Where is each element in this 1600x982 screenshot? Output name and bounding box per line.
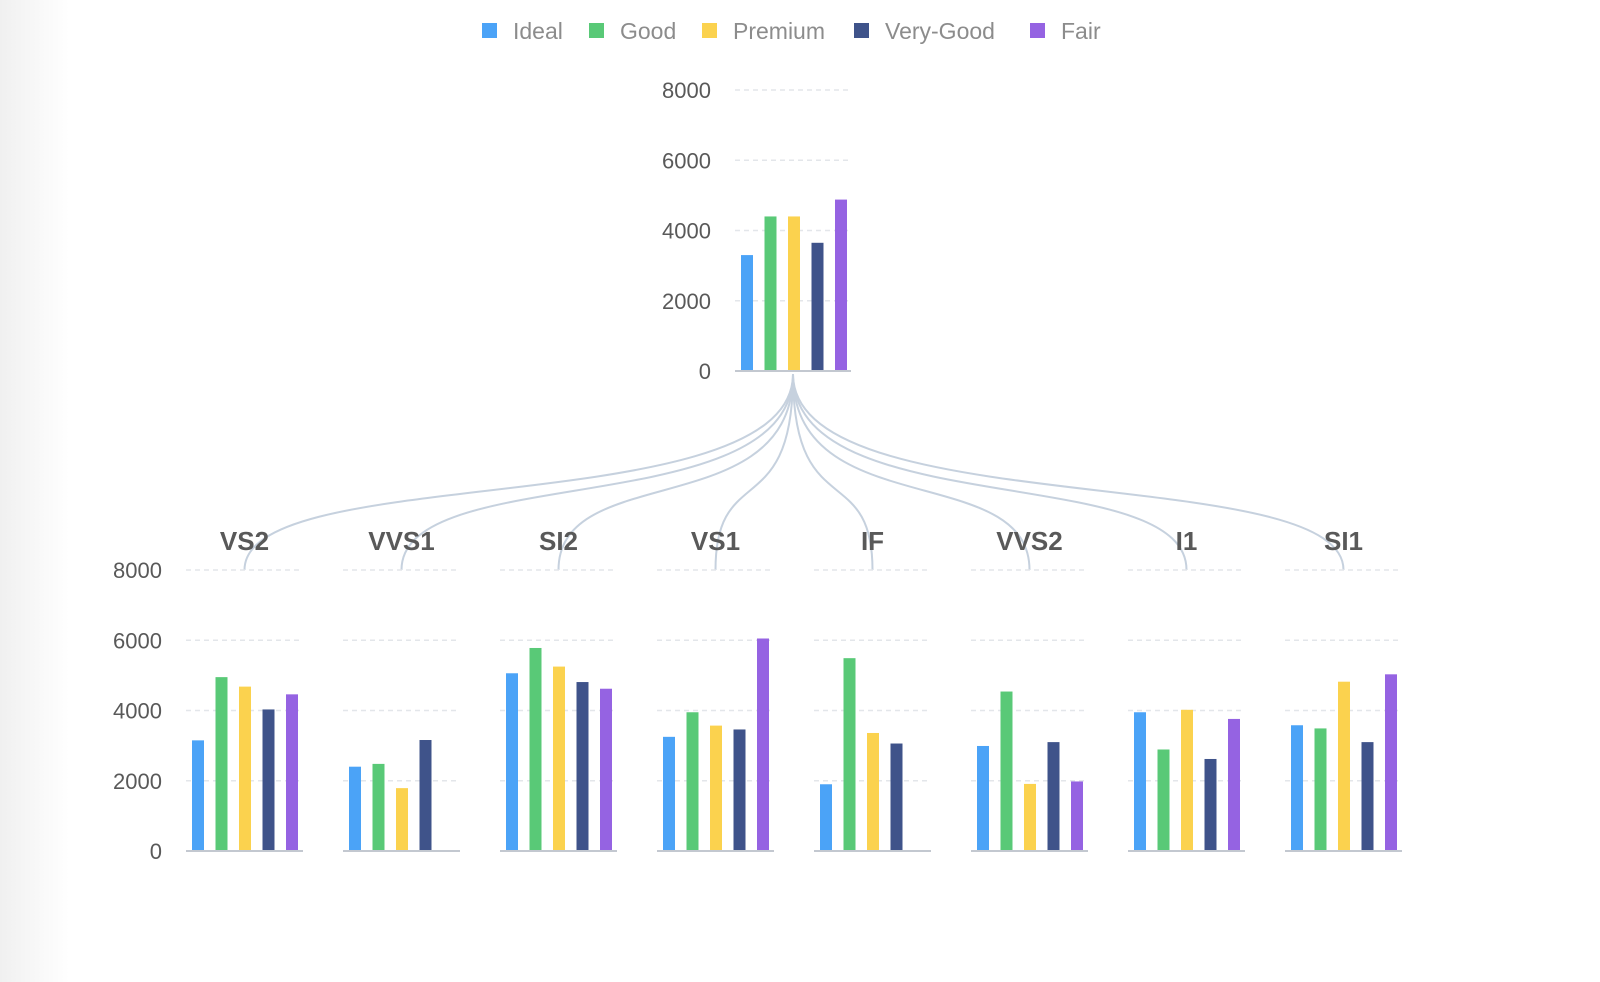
- y-tick-label: 2000: [662, 289, 711, 314]
- bar-ideal[interactable]: [977, 745, 989, 851]
- bar-ideal[interactable]: [741, 255, 753, 371]
- bar-fair[interactable]: [286, 694, 298, 851]
- legend-item-premium[interactable]: Premium: [702, 18, 825, 44]
- tree-connectors: [243, 373, 1345, 571]
- legend-label: Very-Good: [885, 18, 995, 44]
- bar-premium[interactable]: [553, 666, 565, 851]
- category-label: VS1: [691, 526, 740, 556]
- bar-premium[interactable]: [1338, 681, 1350, 851]
- bar-fair[interactable]: [835, 199, 847, 371]
- panel-si2: [500, 569, 617, 852]
- bar-ideal[interactable]: [663, 736, 675, 851]
- connector-i1: [792, 373, 1188, 571]
- bar-premium[interactable]: [1181, 709, 1193, 851]
- legend[interactable]: Ideal Good Premium Very-Good Fair: [482, 18, 1101, 44]
- legend-item-fair[interactable]: Fair: [1030, 18, 1101, 44]
- root-panel: 0 2000 4000 6000 8000: [662, 78, 851, 384]
- bar-good[interactable]: [764, 216, 777, 371]
- bar-very-good[interactable]: [262, 709, 275, 851]
- bar-very-good[interactable]: [1204, 758, 1217, 851]
- legend-item-good[interactable]: Good: [589, 18, 676, 44]
- root-bar-chart: 0 2000 4000 6000 8000: [662, 78, 851, 384]
- bar-good[interactable]: [843, 658, 856, 851]
- connector-si2: [557, 373, 794, 571]
- y-tick-label: 0: [699, 359, 711, 384]
- bar-ideal[interactable]: [506, 673, 518, 851]
- bar-very-good[interactable]: [811, 242, 824, 371]
- bar-very-good[interactable]: [1361, 742, 1374, 851]
- bar-good[interactable]: [529, 647, 542, 851]
- y-tick-label: 4000: [662, 219, 711, 244]
- bar-ideal[interactable]: [820, 784, 832, 851]
- panel-i1: [1128, 569, 1245, 852]
- legend-marker: [589, 23, 604, 38]
- legend-item-ideal[interactable]: Ideal: [482, 18, 563, 44]
- child-bar-charts: 0 2000 4000 6000 8000 VS2 VVS1 SI2 VS1 IF VVS2 I1 SI…: [113, 526, 1402, 864]
- panel-vs2: 0 2000 4000 6000 8000: [113, 558, 303, 864]
- bar-very-good[interactable]: [419, 740, 432, 851]
- connector-vvs2: [792, 373, 1031, 571]
- bar-ideal[interactable]: [192, 740, 204, 851]
- bar-premium[interactable]: [239, 686, 251, 851]
- y-tick-label: 6000: [662, 148, 711, 173]
- connector-vs2: [243, 373, 794, 571]
- legend-label: Ideal: [513, 18, 563, 44]
- legend-marker: [854, 23, 869, 38]
- legend-label: Premium: [733, 18, 825, 44]
- connector-vs1: [714, 373, 794, 571]
- legend-label: Good: [620, 18, 676, 44]
- legend-marker: [482, 23, 497, 38]
- y-tick-label: 8000: [662, 78, 711, 103]
- legend-label: Fair: [1061, 18, 1101, 44]
- legend-item-very-good[interactable]: Very-Good: [854, 18, 995, 44]
- bar-good[interactable]: [372, 763, 385, 851]
- legend-marker: [1030, 23, 1045, 38]
- y-tick-label: 8000: [113, 558, 162, 583]
- y-tick-label: 6000: [113, 628, 162, 653]
- bar-premium[interactable]: [788, 216, 800, 371]
- category-label: SI2: [539, 526, 578, 556]
- connector-if: [792, 373, 874, 571]
- category-label: SI1: [1324, 526, 1363, 556]
- bar-very-good[interactable]: [576, 682, 589, 851]
- panel-vvs2: [971, 569, 1088, 852]
- bar-premium[interactable]: [710, 725, 722, 851]
- category-label: VS2: [220, 526, 269, 556]
- bar-fair[interactable]: [600, 688, 612, 851]
- y-tick-label: 2000: [113, 769, 162, 794]
- bar-very-good[interactable]: [1047, 742, 1060, 851]
- bar-good[interactable]: [215, 677, 228, 851]
- panel-si1: [1285, 569, 1402, 852]
- bar-premium[interactable]: [1024, 783, 1036, 851]
- bar-premium[interactable]: [396, 788, 408, 851]
- bar-fair[interactable]: [1385, 674, 1397, 851]
- y-tick-label: 4000: [113, 699, 162, 724]
- bar-fair[interactable]: [1228, 718, 1240, 851]
- bar-very-good[interactable]: [733, 729, 746, 851]
- panel-vs1: [657, 569, 774, 852]
- bar-ideal[interactable]: [1134, 712, 1146, 851]
- legend-marker: [702, 23, 717, 38]
- bar-good[interactable]: [1000, 691, 1013, 851]
- y-tick-label: 0: [150, 839, 162, 864]
- category-label: IF: [861, 526, 884, 556]
- bar-ideal[interactable]: [1291, 725, 1303, 851]
- category-label: VVS2: [996, 526, 1063, 556]
- bar-good[interactable]: [1157, 749, 1170, 851]
- bar-fair[interactable]: [1071, 781, 1083, 851]
- bar-good[interactable]: [686, 712, 699, 851]
- bar-very-good[interactable]: [890, 743, 903, 851]
- connector-si1: [792, 373, 1345, 571]
- bar-good[interactable]: [1314, 728, 1327, 851]
- bar-premium[interactable]: [867, 732, 879, 851]
- bar-fair[interactable]: [757, 638, 769, 851]
- category-label: I1: [1176, 526, 1198, 556]
- left-edge-shadow: [0, 0, 70, 982]
- panel-vvs1: [343, 569, 460, 852]
- connector-vvs1: [400, 373, 794, 571]
- category-label: VVS1: [368, 526, 435, 556]
- bar-ideal[interactable]: [349, 766, 361, 851]
- panel-if: [814, 569, 931, 852]
